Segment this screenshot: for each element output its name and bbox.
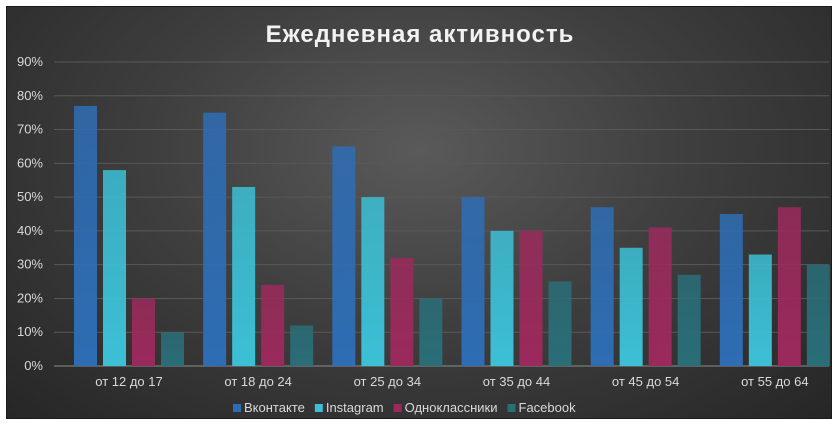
- bar-4-4: [548, 281, 572, 366]
- bar-1-4: [461, 197, 485, 366]
- legend-swatch: [393, 404, 402, 412]
- bar-3-2: [261, 284, 285, 366]
- legend-swatch: [314, 404, 323, 412]
- bar-2-2: [232, 186, 256, 366]
- y-tick-label: 20%: [17, 290, 43, 305]
- bar-chart: Ежедневная активность 0% 10% 20% 30% 40% 50% 6…: [17, 21, 830, 415]
- x-tick-label: от 25 до 34: [354, 374, 421, 389]
- bar-4-6: [806, 264, 830, 366]
- y-tick-label: 90%: [17, 54, 43, 69]
- legend-swatch: [507, 404, 516, 412]
- bar-3-1: [132, 298, 155, 366]
- bar-4-5: [677, 274, 701, 366]
- bar-2-5: [619, 247, 643, 366]
- y-tick-label: 40%: [17, 223, 43, 238]
- bar-3-3: [390, 257, 414, 366]
- bar-1-1: [74, 105, 97, 367]
- x-tick-label: от 45 до 54: [612, 374, 679, 389]
- legend: Вконтакте Instagram Одноклассники Facebook: [233, 400, 576, 415]
- bar-1-5: [590, 207, 614, 366]
- x-tick-label: от 18 до 24: [224, 374, 291, 389]
- y-tick-label: 80%: [17, 88, 43, 103]
- bar-4-2: [290, 325, 314, 366]
- bar-4-3: [419, 298, 443, 366]
- legend-label: Facebook: [519, 400, 577, 415]
- bar-3-4: [519, 230, 543, 366]
- bar-2-3: [361, 197, 385, 366]
- legend-label: Одноклассники: [405, 400, 498, 415]
- x-tick-label: от 55 до 64: [741, 374, 808, 389]
- bar-1-3: [332, 146, 356, 366]
- bar-2-1: [103, 170, 126, 366]
- bar-3-6: [777, 207, 801, 366]
- y-tick-label: 0%: [24, 358, 43, 373]
- legend-label: Instagram: [326, 400, 384, 415]
- y-tick-label: 70%: [17, 122, 43, 137]
- legend-label: Вконтакте: [244, 400, 305, 415]
- bar-1-6: [719, 214, 743, 366]
- chart-title: Ежедневная активность: [266, 21, 575, 48]
- legend-swatch: [233, 404, 241, 412]
- x-tick-label: от 35 до 44: [483, 374, 550, 389]
- y-tick-label: 10%: [17, 324, 43, 339]
- bar-2-6: [748, 254, 772, 366]
- y-tick-label: 30%: [17, 257, 43, 272]
- bar-2-4: [490, 230, 514, 366]
- chart-area: Ежедневная активность 0% 10% 20% 30% 40% 50% 6…: [6, 6, 832, 419]
- y-axis: 0% 10% 20% 30% 40% 50% 60% 70% 80% 90%: [17, 54, 43, 373]
- bars: [74, 105, 830, 367]
- x-axis: от 12 до 17 от 18 до 24 от 25 до 34 от 35 д…: [95, 374, 808, 389]
- y-tick-label: 60%: [17, 155, 43, 170]
- x-tick-label: от 12 до 17: [95, 374, 162, 389]
- bar-1-2: [203, 112, 227, 367]
- bar-4-1: [161, 332, 184, 366]
- y-tick-label: 50%: [17, 189, 43, 204]
- bar-3-5: [648, 227, 672, 366]
